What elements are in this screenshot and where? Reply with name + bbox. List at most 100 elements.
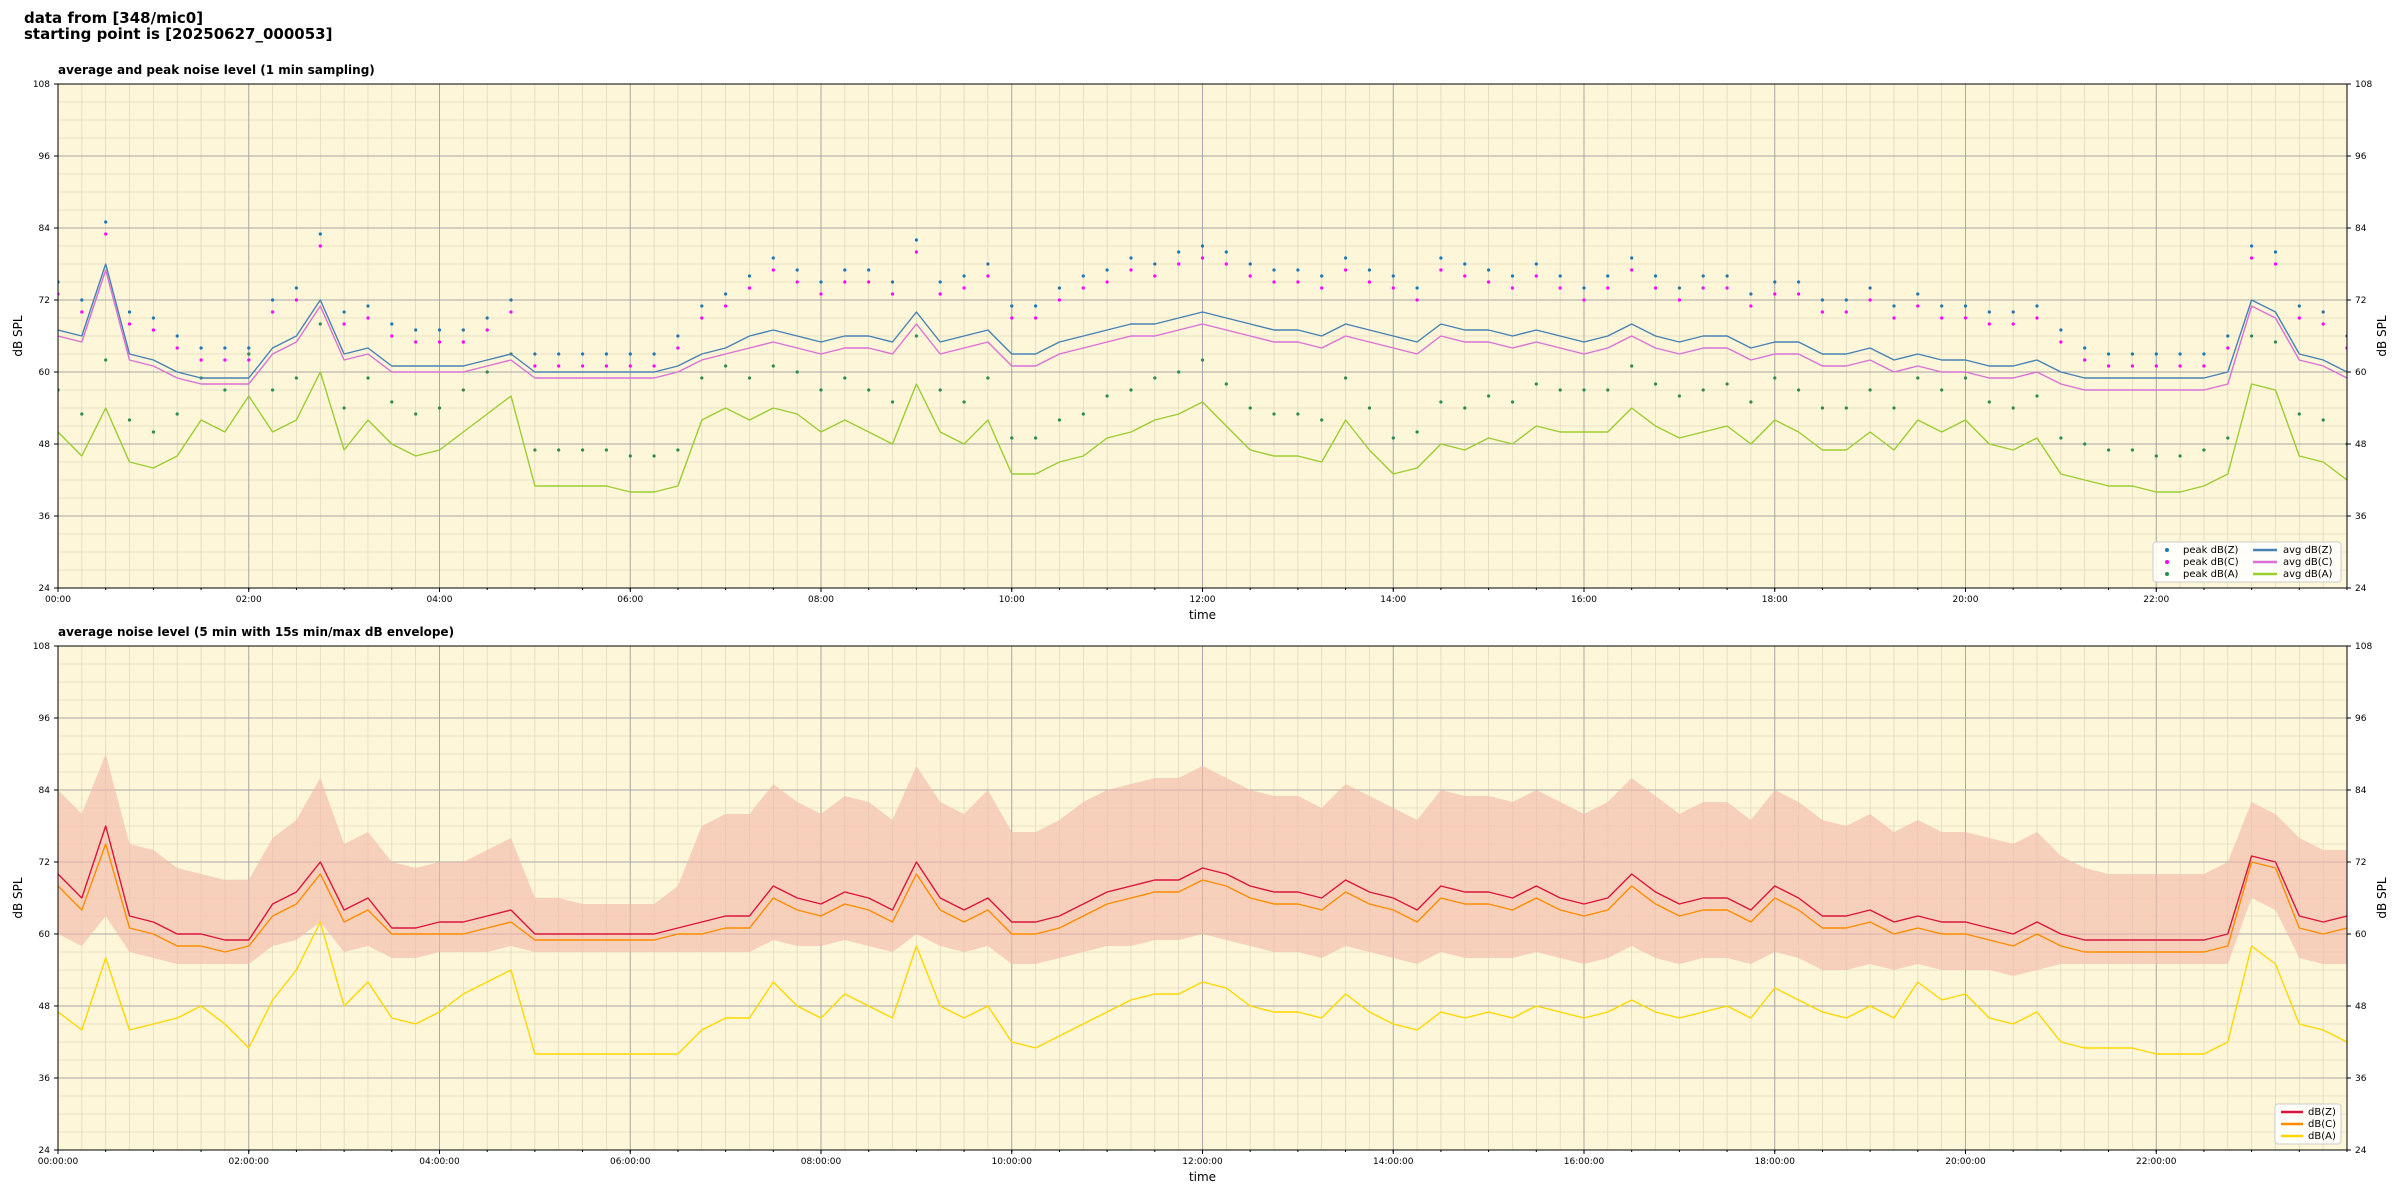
legend-label: dB(Z) [2308, 1107, 2336, 1118]
peak-point [1010, 316, 1014, 320]
peak-point [271, 388, 275, 392]
peak-point [199, 346, 203, 350]
peak-point [80, 298, 84, 302]
peak-point [1653, 286, 1658, 290]
peak-point [342, 406, 346, 410]
peak-point [199, 358, 203, 362]
x-tick-label: 04:00 [427, 595, 453, 605]
peak-point [1844, 406, 1848, 410]
y-tick-label-right: 84 [2355, 786, 2367, 796]
peak-point [1844, 298, 1848, 302]
peak-point [1630, 364, 1634, 368]
peak-point [1892, 406, 1896, 410]
series-peak-db-a- [58, 322, 2347, 458]
peak-point [2107, 364, 2111, 368]
peak-point [1129, 388, 1133, 392]
legend-label: avg dB(Z) [2283, 545, 2333, 556]
peak-point [533, 364, 537, 368]
peak-point [2059, 328, 2063, 332]
peak-point [437, 328, 442, 332]
y-tick-label-left: 36 [39, 512, 51, 522]
peak-point [771, 256, 775, 260]
peak-point [2035, 394, 2039, 398]
x-tick-label: 06:00 [617, 595, 643, 605]
peak-point [175, 346, 179, 350]
peak-point [1892, 316, 1896, 320]
peak-point [509, 310, 513, 314]
peak-point [1987, 310, 1991, 314]
peak-point [1057, 286, 1061, 290]
peak-point [127, 310, 132, 314]
peak-point [223, 358, 227, 362]
peak-point [1653, 382, 1658, 386]
peak-point [819, 292, 823, 296]
peak-point [1248, 274, 1252, 278]
series-line-db-z- [58, 825, 2347, 941]
peak-point [1129, 268, 1133, 272]
y-tick-label-right: 60 [2355, 368, 2367, 378]
peak-point [342, 322, 346, 326]
y-tick-label-left: 24 [39, 584, 51, 594]
peak-point [604, 448, 609, 452]
peak-point [1439, 400, 1443, 404]
peak-point [2107, 352, 2111, 356]
peak-point [2059, 436, 2063, 440]
peak-point [461, 340, 465, 344]
peak-point [2321, 322, 2325, 326]
peak-point [2154, 352, 2158, 356]
peak-point [1987, 322, 1991, 326]
x-tick-label: 22:00 [2143, 595, 2169, 605]
x-tick-label: 00:00:00 [38, 1157, 79, 1167]
legend-label: avg dB(A) [2283, 569, 2333, 580]
y-tick-label-left: 96 [39, 714, 51, 724]
peak-point [676, 448, 680, 452]
peak-point [1558, 388, 1562, 392]
peak-point [1487, 394, 1491, 398]
peak-point [1367, 280, 1371, 284]
peak-point [223, 388, 227, 392]
peak-point [294, 376, 298, 380]
x-tick-label: 16:00:00 [1564, 1157, 1605, 1167]
peak-point [771, 268, 775, 272]
peak-point [1582, 298, 1586, 302]
x-axis-label: time [1189, 1170, 1216, 1184]
peak-point [80, 310, 84, 314]
y-tick-label-right: 48 [2355, 1002, 2367, 1012]
peak-point [151, 328, 155, 332]
series-line-db-c- [58, 843, 2347, 953]
y-tick-label-left: 96 [39, 152, 51, 162]
peak-point [1367, 268, 1371, 272]
peak-point [604, 352, 609, 356]
peak-point [700, 304, 704, 308]
peak-point [2083, 442, 2087, 446]
peak-point [2202, 352, 2206, 356]
peak-point [1105, 394, 1109, 398]
y-tick-label-left: 108 [33, 642, 50, 652]
peak-point [294, 298, 298, 302]
y-tick-label-right: 72 [2355, 296, 2366, 306]
peak-point [1224, 262, 1228, 266]
peak-point [1582, 388, 1586, 392]
peak-point [1963, 376, 1968, 380]
peak-point [1296, 268, 1300, 272]
y-tick-label-left: 24 [39, 1146, 51, 1156]
y-tick-label-left: 60 [39, 930, 51, 940]
peak-point [2178, 364, 2182, 368]
peak-point [581, 448, 585, 452]
peak-point [247, 346, 251, 350]
peak-point [2130, 364, 2134, 368]
peak-point [1487, 280, 1491, 284]
peak-point [1963, 304, 1968, 308]
peak-point [2226, 436, 2230, 440]
peak-point [747, 286, 752, 290]
chart-title: average noise level (5 min with 15s min/… [58, 625, 454, 639]
peak-point [867, 280, 871, 284]
peak-point [247, 352, 251, 356]
peak-point [2321, 310, 2325, 314]
peak-point [819, 280, 823, 284]
peak-point [1916, 292, 1920, 296]
peak-point [962, 274, 966, 278]
peak-point [2035, 316, 2039, 320]
peak-point [127, 322, 132, 326]
peak-point [1725, 286, 1729, 290]
